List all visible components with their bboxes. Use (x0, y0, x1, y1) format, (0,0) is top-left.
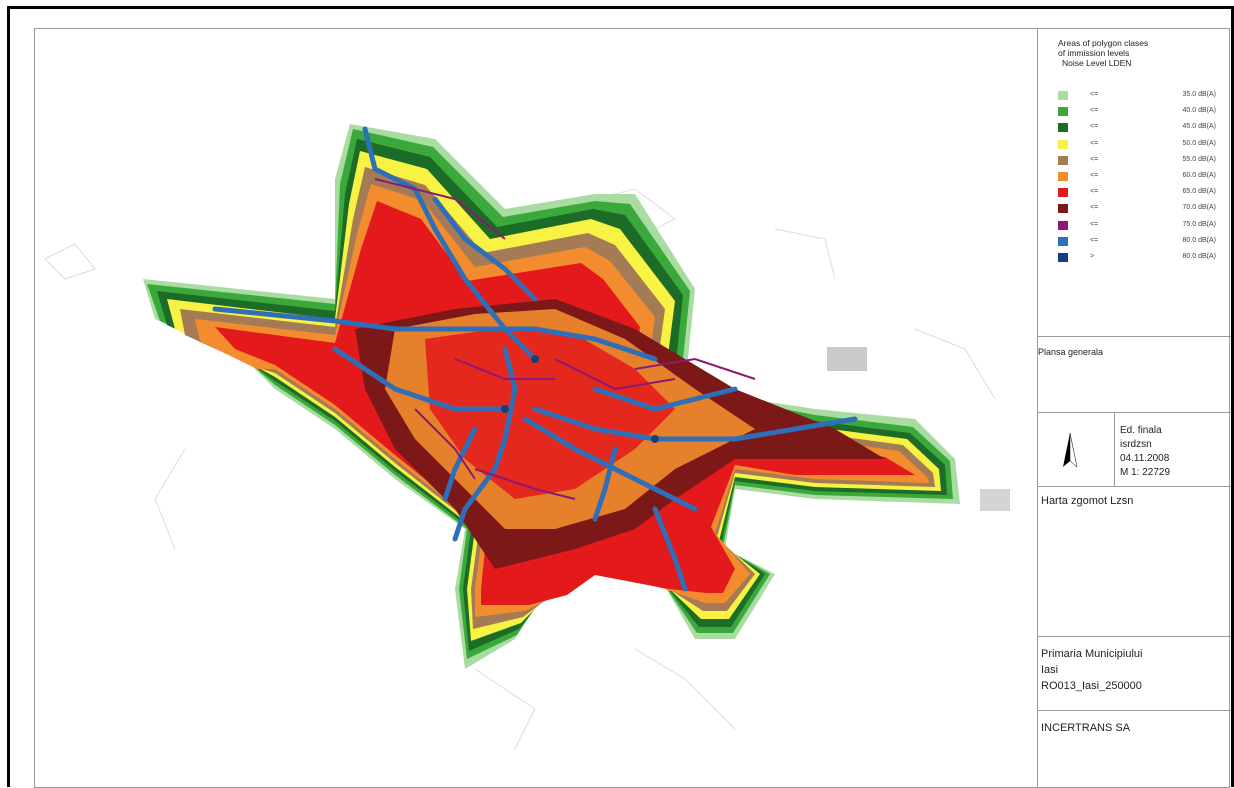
legend-swatch (1058, 155, 1068, 165)
legend-row: <= 45.0 dB(A) (1058, 122, 1218, 134)
legend-row: <= 70.0 dB(A) (1058, 203, 1218, 215)
legend-value: 75.0 dB(A) (1182, 220, 1216, 228)
legend-title-line-3: Noise Level LDEN (1062, 58, 1132, 68)
edition-line-2: isrdzsn (1120, 439, 1152, 450)
noise-map-drawing (44, 124, 1010, 750)
legend-swatch (1058, 91, 1068, 100)
company-name: INCERTRANS SA (1041, 722, 1131, 734)
legend-box: Areas of polygon clases of immission lev… (1038, 29, 1231, 337)
edition-divider (1114, 413, 1115, 487)
legend-swatch (1058, 188, 1068, 198)
map-sheet: Areas of polygon clases of immission lev… (34, 28, 1231, 788)
legend-title-line-1: Areas of polygon clases (1058, 38, 1149, 48)
legend-value: 70.0 dB(A) (1182, 204, 1216, 212)
authority-cell: Primaria Municipiului Iasi RO013_Iasi_25… (1038, 637, 1231, 711)
legend-value: 45.0 dB(A) (1182, 123, 1216, 131)
legend-row: <= 65.0 dB(A) (1058, 187, 1218, 199)
legend-value: 50.0 dB(A) (1182, 139, 1216, 147)
authority-line-2: Iasi (1041, 664, 1059, 676)
edition-cell: Ed. finala isrdzsn 04.11.2008 M 1: 22729 (1038, 413, 1231, 487)
legend-operator: <= (1090, 155, 1099, 163)
legend-swatch (1058, 204, 1068, 214)
legend-value: 60.0 dB(A) (1182, 172, 1216, 179)
legend-row: <= 40.0 dB(A) (1058, 106, 1218, 118)
legend-row: <= 50.0 dB(A) (1058, 139, 1218, 151)
legend-operator: > (1090, 253, 1095, 260)
edition-text: Ed. finala isrdzsn 04.11.2008 M 1: 22729 (1120, 424, 1170, 480)
authority-text: Primaria Municipiului Iasi RO013_Iasi_25… (1041, 646, 1142, 694)
legend-title: Areas of polygon clases of immission lev… (1058, 38, 1218, 68)
legend-operator: <= (1090, 172, 1099, 179)
legend-swatch (1058, 253, 1068, 262)
legend-operator: <= (1090, 188, 1099, 196)
legend-row: <= 60.0 dB(A) (1058, 171, 1218, 183)
legend-row: <= 80.0 dB(A) (1058, 236, 1218, 248)
legend-row: <= 75.0 dB(A) (1058, 220, 1218, 232)
north-arrow-icon (1062, 433, 1078, 469)
road-nodes (501, 355, 659, 443)
legend-swatch (1058, 172, 1068, 181)
edition-line-4: M 1: 22729 (1120, 467, 1171, 478)
legend-swatch (1058, 236, 1068, 246)
top-strip (0, 0, 1234, 6)
map-name: Harta zgomot Lzsn (1041, 495, 1134, 507)
legend-row: <= 35.0 dB(A) (1058, 90, 1218, 102)
map-name-cell: Harta zgomot Lzsn (1038, 487, 1231, 637)
authority-line-3: RO013_Iasi_250000 (1041, 680, 1142, 692)
noise-zones (143, 124, 960, 669)
edition-line-3: 04.11.2008 (1120, 453, 1170, 464)
legend-operator: <= (1090, 139, 1099, 147)
legend-operator: <= (1090, 204, 1099, 212)
legend-swatch (1058, 220, 1068, 230)
legend-row: >80.0 dB(A) (1058, 252, 1218, 264)
company-cell: INCERTRANS SA (1038, 711, 1231, 787)
legend-swatch (1058, 123, 1068, 133)
legend-title-line-2: of immission levels (1058, 48, 1130, 58)
legend-operator: <= (1090, 220, 1099, 228)
legend-operator: <= (1090, 91, 1099, 98)
legend-value: 55.0 dB(A) (1182, 155, 1216, 163)
legend-operator: <= (1090, 236, 1099, 244)
plan-label: Plansa generala (1038, 347, 1104, 357)
legend-value: 40.0 dB(A) (1182, 107, 1216, 115)
minor-roads (374, 178, 756, 500)
plan-cell: Plansa generala (1038, 337, 1231, 413)
legend-row: <= 55.0 dB(A) (1058, 155, 1218, 167)
legend-value: 80.0 dB(A) (1182, 236, 1216, 244)
noise-map (35, 29, 1037, 787)
legend-swatch (1058, 107, 1068, 117)
legend-value: 35.0 dB(A) (1182, 91, 1216, 98)
legend-swatch (1058, 139, 1068, 149)
legend-operator: <= (1090, 123, 1099, 131)
edition-line-1: Ed. finala (1120, 425, 1162, 436)
map-frame: Areas of polygon clases of immission lev… (7, 6, 1234, 788)
authority-line-1: Primaria Municipiului (1041, 648, 1143, 660)
road-network (212, 126, 858, 592)
legend-operator: <= (1090, 107, 1099, 115)
legend-value: 65.0 dB(A) (1182, 188, 1216, 196)
legend-value: 80.0 dB(A) (1182, 253, 1216, 260)
legend-panel: Areas of polygon clases of immission lev… (1037, 29, 1231, 787)
